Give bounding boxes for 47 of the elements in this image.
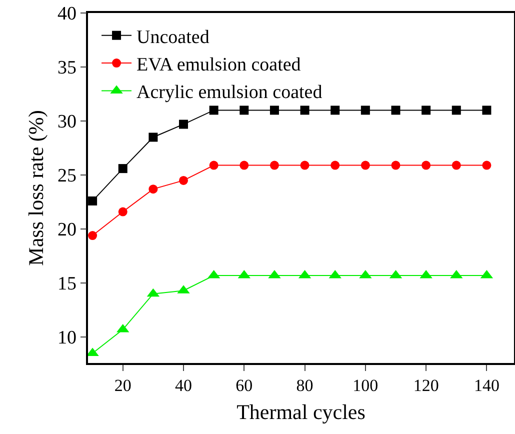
point — [209, 160, 218, 170]
point — [422, 160, 431, 170]
point — [360, 106, 370, 115]
point — [482, 106, 492, 115]
point — [452, 160, 461, 170]
x-tick-label: 60 — [236, 376, 253, 396]
y-tick-label: 40 — [57, 4, 76, 25]
point — [270, 106, 279, 115]
point — [179, 176, 188, 185]
point — [88, 196, 98, 206]
point — [270, 160, 279, 170]
point — [88, 231, 98, 240]
point — [422, 106, 431, 115]
point — [118, 164, 128, 174]
y-tick-label: 25 — [57, 166, 76, 187]
x-tick-label: 100 — [352, 376, 378, 396]
y-axis-title: Mass loss rate (%) — [24, 110, 48, 266]
point — [179, 120, 188, 129]
x-tick-label: 20 — [114, 376, 132, 396]
x-tick-label: 140 — [474, 376, 500, 396]
point — [300, 160, 310, 170]
point — [452, 106, 461, 115]
point — [360, 160, 370, 170]
x-tick-label: 40 — [175, 376, 192, 396]
y-tick-label: 35 — [57, 58, 76, 79]
point — [148, 132, 158, 142]
point — [330, 160, 340, 170]
point — [240, 160, 249, 170]
point — [391, 160, 400, 170]
legend-label: Uncoated — [136, 26, 210, 48]
legend-label: EVA emulsion coated — [136, 54, 302, 76]
point — [300, 106, 310, 115]
x-tick-label: 120 — [413, 376, 439, 396]
point — [330, 106, 340, 115]
point — [482, 160, 492, 170]
point — [148, 184, 158, 194]
point — [209, 106, 218, 115]
x-tick-label: 80 — [296, 376, 314, 396]
point — [240, 106, 249, 115]
point — [391, 106, 400, 115]
y-tick-label: 15 — [57, 274, 76, 295]
y-tick-label: 30 — [57, 112, 76, 133]
point — [118, 207, 128, 216]
legend-label: Acrylic emulsion coated — [136, 82, 323, 104]
y-tick-label: 20 — [57, 220, 76, 241]
y-tick-label: 10 — [57, 328, 76, 349]
x-axis-title: Thermal cycles — [236, 400, 366, 424]
